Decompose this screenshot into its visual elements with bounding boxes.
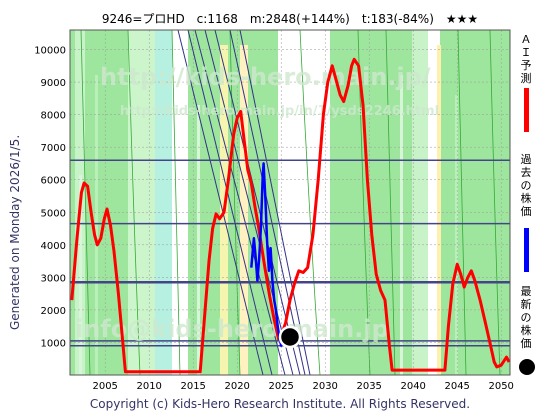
trend-lines [177,30,311,375]
copyright-footer: Copyright (c) Kids-Hero Research Institu… [89,397,471,411]
y-tick-label: 8000 [41,111,66,122]
chart-title: 9246=プロHD c:1168 m:2848(+144%) t:183(-84… [101,12,479,26]
legend [519,88,535,375]
x-tick-label: 2020 [224,381,249,392]
y-tick-label: 10000 [34,46,66,57]
latest-price-marker [278,325,302,349]
watermark-url: http://kids-hero.main.jp/ [100,63,431,91]
y-tick-label: 3000 [41,273,66,284]
x-tick-label: 2030 [312,381,337,392]
past-price-line [250,162,285,347]
y-tick-label: 4000 [41,241,66,252]
x-tick-label: 2050 [488,381,513,392]
y-tick-label: 1000 [41,338,66,349]
x-tick-label: 2025 [268,381,293,392]
background-bands [70,30,510,375]
y-axis: 1000 2000 3000 4000 5000 6000 7000 8000 9000 1000… [34,46,66,350]
legend-label-1: 過去の株価 [520,153,532,218]
legend-label-0: ＡＩ予測 [520,33,532,85]
legend-label-2: 最新の株価 [520,285,532,350]
legend-swatch-latest [519,359,535,375]
grid-lines [70,30,510,375]
x-axis: 2005 2010 2015 2020 2025 2030 2035 2040 2045 2050 [92,381,513,392]
y-tick-label: 9000 [41,78,66,89]
y-tick-label: 2000 [41,306,66,317]
ai-forecast-line [70,57,510,374]
x-tick-label: 2005 [92,381,117,392]
x-tick-label: 2040 [400,381,425,392]
y-tick-label: 7000 [41,143,66,154]
watermark-email: info@kids-hero.main.jp [75,315,389,343]
y-tick-label: 5000 [41,208,66,219]
legend-swatch-past [524,228,529,272]
y-tick-label: 6000 [41,176,66,187]
legend-swatch-ai [524,88,529,132]
x-tick-label: 2035 [356,381,381,392]
generated-date: Generated on Monday 2026/1/5. [8,134,22,330]
watermark-page: http://kids-hero.main.jp/in/1/ysds2246.h… [120,104,439,119]
plot-frame [69,29,511,376]
x-tick-label: 2010 [136,381,161,392]
x-tick-label: 2045 [444,381,469,392]
x-tick-label: 2015 [180,381,205,392]
